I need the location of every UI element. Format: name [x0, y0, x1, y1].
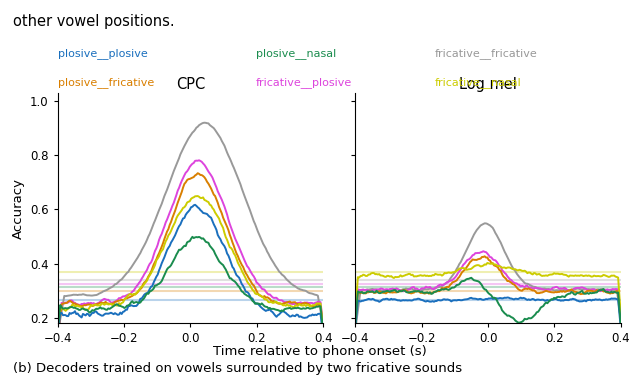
Text: (b) Decoders trained on vowels surrounded by two fricative sounds: (b) Decoders trained on vowels surrounde…: [13, 362, 462, 375]
Text: fricative__fricative: fricative__fricative: [435, 48, 538, 59]
Text: other vowel positions.: other vowel positions.: [13, 14, 175, 29]
Text: Time relative to phone onset (s): Time relative to phone onset (s): [213, 345, 427, 358]
Title: CPC: CPC: [176, 77, 205, 92]
Text: plosive__fricative: plosive__fricative: [58, 77, 154, 88]
Text: plosive__plosive: plosive__plosive: [58, 48, 147, 59]
Text: plosive__nasal: plosive__nasal: [256, 48, 336, 59]
Y-axis label: Accuracy: Accuracy: [12, 178, 24, 238]
Text: fricative__plosive: fricative__plosive: [256, 77, 352, 88]
Title: Log mel: Log mel: [459, 77, 517, 92]
Text: fricative__nasal: fricative__nasal: [435, 77, 522, 88]
